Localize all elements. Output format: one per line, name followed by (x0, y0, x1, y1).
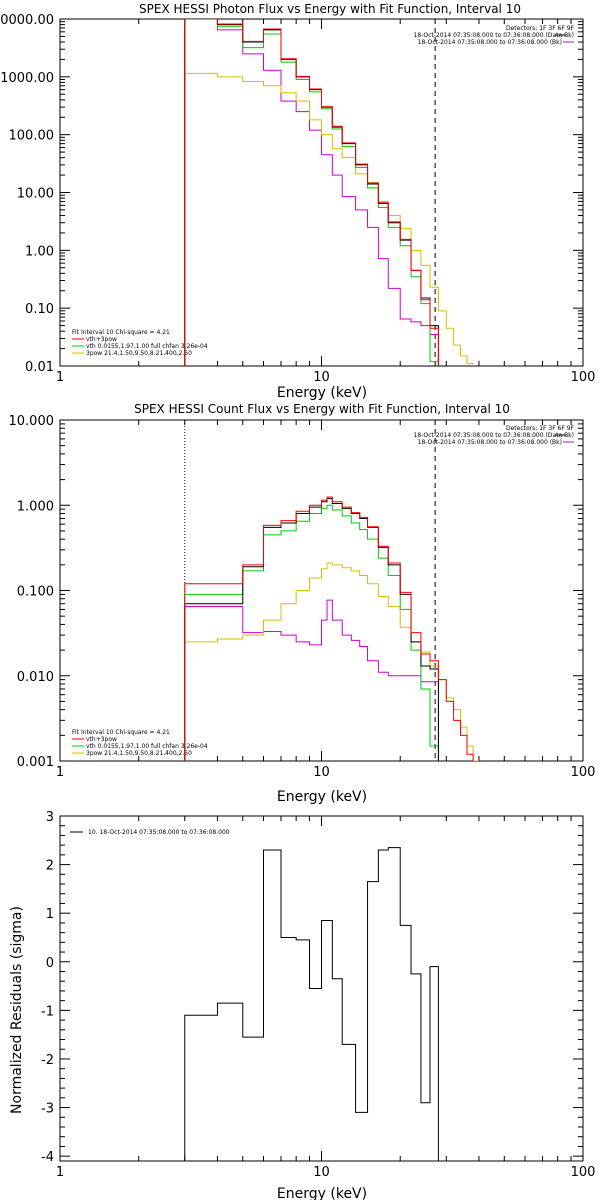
header-line: 18-Oct-2014 07:35:08.000 to 07:36:08.000… (418, 439, 562, 446)
x-tick-label: 10 (313, 765, 330, 780)
plot-frame (59, 419, 584, 762)
x-tick-label: 100 (571, 765, 596, 780)
legend: Fit Interval 10 Chi-square = 4.21 vth+3p… (72, 329, 208, 357)
x-tick-label: 100 (571, 370, 596, 385)
y-tick-label: 1.000 (17, 499, 54, 514)
header-line: 18-Oct-2014 07:35:08.000 to 07:36:08.000… (413, 432, 574, 439)
header-block: Detectors: 1F 3F 6F 9F 18-Oct-2014 07:35… (413, 425, 574, 446)
legend-line: vth+3pow (86, 736, 117, 743)
y-tick-label: 0.01 (25, 360, 54, 375)
residuals-panel: 10. 18-Oct-2014 07:35:08.000 to 07:36:08… (9, 810, 595, 1200)
y-tick-label: 0.010 (17, 670, 54, 685)
x-axis-label: Energy (keV) (277, 789, 367, 805)
plot-area (184, 847, 439, 1161)
y-tick-label: 1 (46, 907, 54, 922)
y-tick-label: 10000.00 (0, 13, 54, 28)
series-data-bk (184, 498, 439, 761)
plot-area (184, 19, 474, 366)
legend-line: Fit Interval 10 Chi-square = 4.21 (72, 329, 170, 336)
header-line: 18-Oct-2014 07:35:08.000 to 07:36:08.000… (413, 32, 574, 39)
series-bk (184, 599, 439, 761)
y-tick-label: 1.00 (25, 244, 54, 259)
y-tick-label: 0 (46, 956, 54, 971)
series-10-18-oct-2014-07-35-08-000-to-07-36-08-000 (184, 847, 439, 1161)
legend-line: 3pow 21.4,1.50,9.50,8.21,400,2.50 (86, 350, 192, 357)
legend-line: 10. 18-Oct-2014 07:35:08.000 to 07:36:08… (88, 829, 230, 836)
y-tick-label: 10.00 (17, 187, 54, 202)
y-tick-label: 100.00 (9, 129, 55, 144)
legend-line: vth 0.0155,1.97,1.00 full chfan 3.26e-04 (86, 743, 208, 750)
y-tick-label: -2 (41, 1053, 54, 1068)
series-bk (184, 19, 439, 366)
header-block: Detectors: 1F 3F 6F 9F 18-Oct-2014 07:35… (413, 25, 574, 46)
y-tick-label: 0.10 (25, 302, 54, 317)
photon-flux-panel: SPEX HESSI Photon Flux vs Energy with Fi… (0, 2, 595, 401)
legend: 10. 18-Oct-2014 07:35:08.000 to 07:36:08… (70, 829, 230, 836)
legend-line: Fit Interval 10 Chi-square = 4.21 (72, 729, 170, 736)
series-3pow (184, 72, 474, 366)
header-line: 18-Oct-2014 07:35:08.000 to 07:36:08.000… (418, 39, 562, 46)
header-line: Detectors: 1F 3F 6F 9F (506, 425, 575, 432)
y-tick-label: -3 (41, 1102, 54, 1117)
x-tick-label: 1 (56, 765, 64, 780)
y-tick-label: -4 (41, 1150, 54, 1165)
x-axis-label: Energy (keV) (277, 385, 367, 401)
plot-frame (59, 18, 584, 367)
x-tick-label: 1 (56, 1165, 64, 1180)
x-tick-label: 10 (313, 370, 330, 385)
legend-line: 3pow 21.4,1.50,9.50,8.21,400,2.50 (86, 750, 192, 757)
header-line: Detectors: 1F 3F 6F 9F (506, 25, 575, 32)
legend-line: vth+3pow (86, 336, 117, 343)
y-tick-label: 1000.00 (0, 71, 54, 86)
series-vth-3pow (184, 19, 439, 366)
panel-title: SPEX HESSI Count Flux vs Energy with Fit… (134, 402, 510, 416)
x-tick-label: 10 (313, 1165, 330, 1180)
y-tick-label: -1 (41, 1004, 54, 1019)
series-vth-3pow (184, 496, 474, 761)
series-vth (184, 504, 439, 761)
panel-title: SPEX HESSI Photon Flux vs Energy with Fi… (139, 2, 521, 16)
y-tick-label: 3 (46, 810, 54, 825)
y-axis-label: Normalized Residuals (sigma) (9, 906, 25, 1114)
series-3pow (184, 562, 479, 761)
legend: Fit Interval 10 Chi-square = 4.21 vth+3p… (72, 729, 208, 757)
x-tick-label: 1 (56, 370, 64, 385)
y-tick-label: 0.001 (17, 755, 54, 770)
plot-area (184, 420, 479, 761)
y-tick-label: 10.000 (9, 414, 55, 429)
x-tick-label: 100 (571, 1165, 596, 1180)
y-tick-label: 0.100 (17, 585, 54, 600)
x-axis-label: Energy (keV) (277, 1186, 367, 1200)
legend-line: vth 0.0155,1.97,1.00 full chfan 3.26e-04 (86, 343, 208, 350)
y-tick-label: 2 (46, 859, 54, 874)
count-flux-panel: SPEX HESSI Count Flux vs Energy with Fit… (9, 402, 596, 805)
